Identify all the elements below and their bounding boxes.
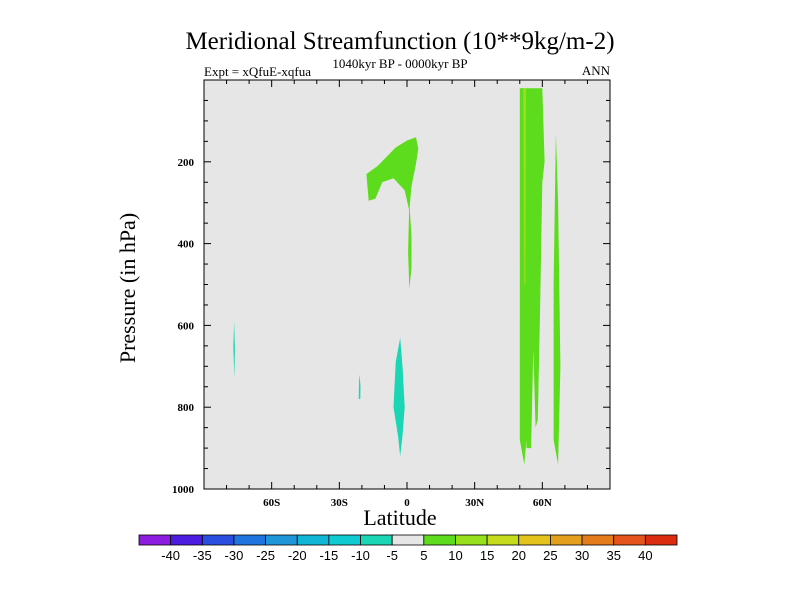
colorbar-swatch bbox=[455, 534, 488, 546]
colorbar-label: -30 bbox=[225, 548, 244, 563]
colorbar-swatch bbox=[423, 534, 456, 546]
colorbar-label: -25 bbox=[256, 548, 275, 563]
contour-region-6 bbox=[233, 321, 235, 379]
contour-region-7 bbox=[358, 374, 361, 399]
colorbar-label: -35 bbox=[193, 548, 212, 563]
y-tick-label: 800 bbox=[178, 402, 195, 414]
x-tick-label: 60N bbox=[533, 497, 552, 509]
colorbar-label: 20 bbox=[512, 548, 526, 563]
colorbar-label: -40 bbox=[161, 548, 180, 563]
x-tick-label: 30N bbox=[465, 497, 484, 509]
season-label: ANN bbox=[581, 63, 610, 78]
x-axis-label: Latitude bbox=[363, 505, 437, 530]
contour-region-3 bbox=[524, 88, 545, 449]
colorbar-swatch bbox=[138, 534, 172, 546]
chart-title: Meridional Streamfunction (10**9kg/m-2) bbox=[185, 28, 615, 55]
contour-region-5 bbox=[523, 88, 527, 285]
contour-region-8 bbox=[393, 337, 405, 457]
colorbar-swatch bbox=[581, 534, 615, 546]
experiment-label: Expt = xQfuE-xqfua bbox=[204, 64, 311, 79]
colorbar-swatch bbox=[233, 534, 266, 546]
colorbar-label: -10 bbox=[351, 548, 370, 563]
y-tick-label: 400 bbox=[178, 239, 195, 251]
colorbar-label: -20 bbox=[288, 548, 307, 563]
y-tick-label: 1000 bbox=[172, 484, 195, 496]
contour-regions bbox=[233, 88, 561, 465]
colorbar-label: 10 bbox=[448, 548, 462, 563]
colorbar: -40 -35 -30 -25 -20 -15 -10 -5 5 10 15 20 25 30 35 40 bbox=[138, 534, 678, 563]
contour-region-1 bbox=[408, 202, 412, 289]
colorbar-swatch bbox=[296, 534, 330, 546]
contour-region-0 bbox=[366, 137, 419, 211]
colorbar-label: -15 bbox=[319, 548, 338, 563]
colorbar-swatch bbox=[391, 534, 425, 546]
colorbar-label: 35 bbox=[606, 548, 620, 563]
colorbar-swatch bbox=[201, 534, 235, 546]
colorbar-swatch bbox=[518, 534, 551, 546]
colorbar-swatch bbox=[486, 534, 520, 546]
colorbar-swatch bbox=[613, 534, 646, 546]
y-tick-label: 200 bbox=[178, 157, 195, 169]
colorbar-swatch bbox=[360, 534, 393, 546]
chart-subtitle: 1040kyr BP - 0000kyr BP bbox=[332, 56, 468, 71]
y-tick-label: 600 bbox=[178, 320, 195, 332]
x-tick-label: 30S bbox=[331, 497, 348, 509]
colorbar-swatch bbox=[328, 534, 361, 546]
colorbar-swatch bbox=[265, 534, 298, 546]
colorbar-swatch bbox=[644, 534, 678, 546]
colorbar-label: -5 bbox=[386, 548, 398, 563]
colorbar-label: 30 bbox=[575, 548, 589, 563]
y-axis-ticks: 200 400 600 800 1000 bbox=[172, 99, 610, 496]
colorbar-label: 25 bbox=[543, 548, 557, 563]
colorbar-label: 5 bbox=[420, 548, 427, 563]
colorbar-label: 40 bbox=[638, 548, 652, 563]
x-tick-label: 0 bbox=[404, 497, 410, 509]
contour-region-4 bbox=[553, 133, 561, 465]
colorbar-swatch bbox=[170, 534, 203, 546]
colorbar-label: 15 bbox=[480, 548, 494, 563]
x-tick-label: 60S bbox=[263, 497, 280, 509]
colorbar-swatch bbox=[550, 534, 583, 546]
x-axis-ticks: 60S 30S 0 30N 60N bbox=[226, 80, 588, 509]
